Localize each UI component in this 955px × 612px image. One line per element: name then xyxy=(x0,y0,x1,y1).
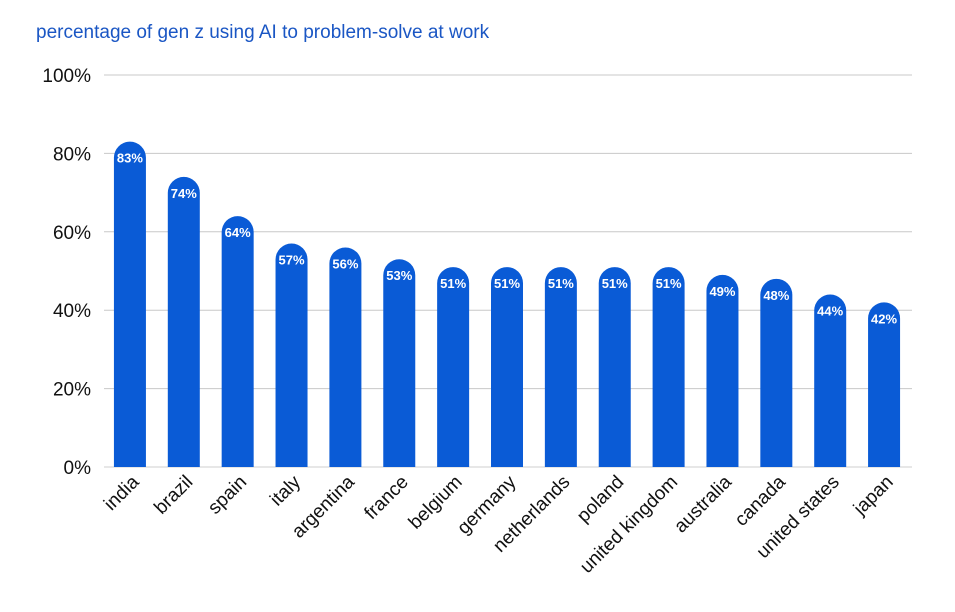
bar-united-states xyxy=(814,294,847,467)
bar-brazil xyxy=(167,176,200,468)
data-label: 51% xyxy=(494,276,520,291)
bar-poland xyxy=(598,267,631,467)
x-tick-label: india xyxy=(100,471,144,515)
bar-united-kingdom xyxy=(652,267,685,467)
y-axis: 0% 20% 40% 60% 80% 100% xyxy=(42,66,91,479)
data-label: 48% xyxy=(763,288,789,303)
data-label: 57% xyxy=(279,253,305,268)
data-label: 42% xyxy=(871,311,897,326)
data-label: 83% xyxy=(117,151,143,166)
bar-australia xyxy=(706,274,739,467)
y-tick-label: 100% xyxy=(42,66,91,87)
y-tick-label: 20% xyxy=(53,380,91,401)
data-label: 56% xyxy=(332,256,358,271)
y-tick-label: 0% xyxy=(64,458,92,479)
bar-canada xyxy=(760,278,793,467)
data-label: 44% xyxy=(817,304,843,319)
bar-argentina xyxy=(329,247,362,467)
bar-netherlands xyxy=(544,267,577,467)
data-label: 51% xyxy=(656,276,682,291)
y-tick-label: 40% xyxy=(53,301,91,322)
bar-india xyxy=(113,141,146,467)
data-label: 64% xyxy=(225,225,251,240)
x-tick-label: france xyxy=(361,472,413,524)
bar-spain xyxy=(221,216,254,467)
chart-title: percentage of gen z using AI to problem-… xyxy=(36,22,490,43)
data-label: 49% xyxy=(709,284,735,299)
x-tick-label: brazil xyxy=(150,472,197,519)
data-label: 74% xyxy=(171,186,197,201)
data-label: 51% xyxy=(548,276,574,291)
y-tick-label: 80% xyxy=(53,144,91,165)
y-tick-label: 60% xyxy=(53,223,91,244)
data-label: 53% xyxy=(386,268,412,283)
bar-france xyxy=(383,259,416,467)
bars: 83% 74% 64% 57% 56% 53% 51% 51% 51% 51% 51% 49% 48% 4… xyxy=(113,141,901,468)
data-label: 51% xyxy=(440,276,466,291)
x-tick-label: spain xyxy=(204,472,251,519)
bar-japan xyxy=(868,302,901,467)
bar-germany xyxy=(491,267,523,467)
x-tick-label: australia xyxy=(670,471,736,537)
x-tick-label: japan xyxy=(849,472,897,520)
data-label: 51% xyxy=(602,276,628,291)
bar-italy xyxy=(275,243,308,467)
x-tick-label: united kingdom xyxy=(576,472,682,578)
bar-belgium xyxy=(437,267,470,467)
x-tick-label: italy xyxy=(266,471,305,510)
